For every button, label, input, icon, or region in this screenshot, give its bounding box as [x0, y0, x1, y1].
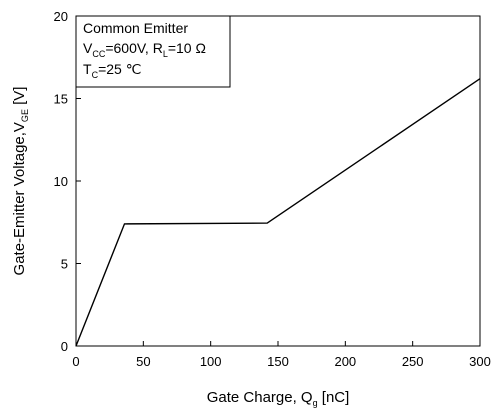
x-tick-label: 100 — [200, 354, 222, 369]
ticks-layer: 0 50 100 150 200 250 300 0 5 10 15 20 — [54, 9, 491, 369]
annotation-box: Common Emitter VCC=600V, RL=10 Ω TC=25 ℃ — [75, 15, 231, 88]
series-line — [75, 78, 481, 347]
y-tick-label: 5 — [61, 257, 68, 272]
series-layer — [75, 78, 481, 347]
x-tick-label: 300 — [469, 354, 491, 369]
y-tick-label: 20 — [54, 9, 68, 24]
y-tick-label: 10 — [54, 174, 68, 189]
y-axis-title: Gate-Emitter Voltage,VGE [V] — [11, 87, 30, 276]
y-tick-label: 0 — [61, 339, 68, 354]
x-tick-label: 150 — [267, 354, 289, 369]
annotation-line-1: Common Emitter — [83, 20, 188, 36]
x-tick-label: 200 — [334, 354, 356, 369]
x-axis-title: Gate Charge, Qg [nC] — [207, 389, 350, 408]
annotation-line-2: VCC=600V, RL=10 Ω — [83, 40, 206, 59]
x-tick-label: 250 — [402, 354, 424, 369]
x-tick-label: 0 — [72, 354, 79, 369]
y-tick-label: 15 — [54, 92, 68, 107]
annotation-frame — [75, 15, 231, 88]
annotation-line-3: TC=25 ℃ — [83, 61, 141, 80]
x-tick-label: 50 — [136, 354, 150, 369]
